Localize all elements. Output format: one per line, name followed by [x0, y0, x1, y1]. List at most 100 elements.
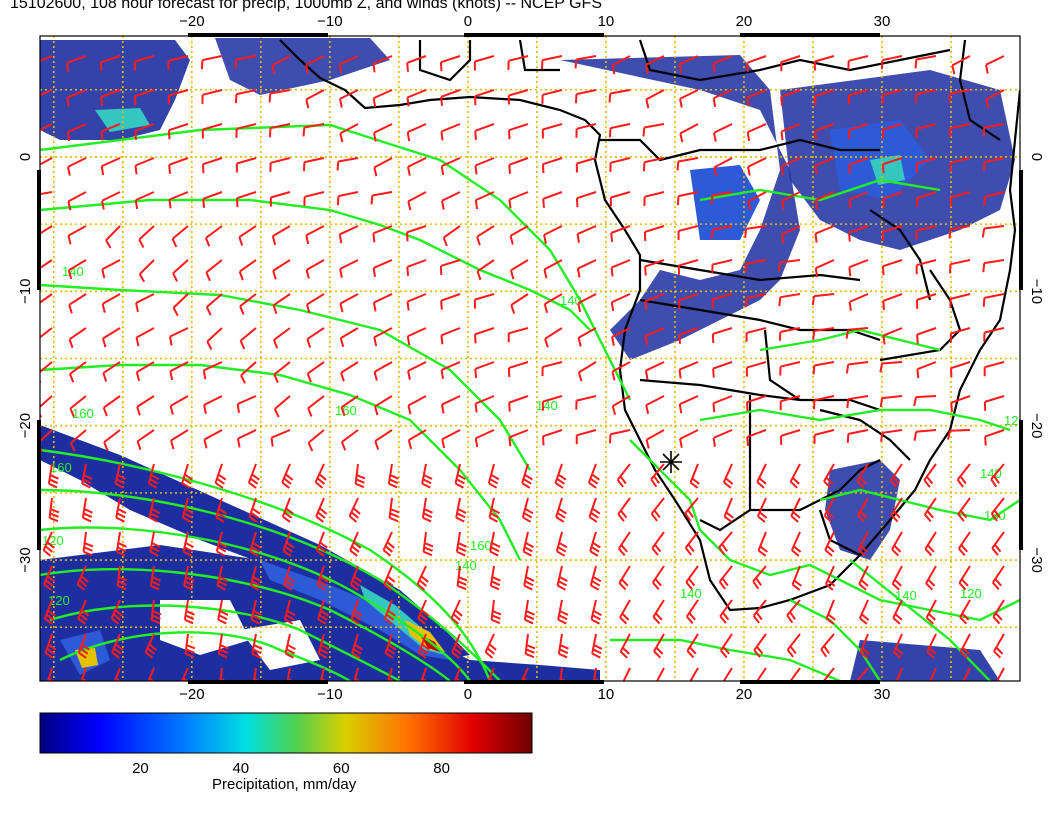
- contour-label: 160: [984, 508, 1006, 523]
- wind-barb: [216, 565, 228, 591]
- wind-barb: [644, 259, 665, 276]
- wind-barb: [474, 361, 495, 379]
- wind-barb: [678, 293, 699, 310]
- wind-barb: [40, 225, 53, 235]
- wind-barb: [172, 259, 189, 282]
- wind-barb: [134, 123, 155, 140]
- wind-barb: [271, 225, 291, 246]
- wind-barb: [684, 497, 699, 522]
- wind-barb: [574, 55, 597, 69]
- wind-barb: [47, 463, 59, 489]
- wind-barb: [488, 497, 500, 523]
- wind-barb: [645, 89, 665, 109]
- wind-barb: [982, 293, 1005, 307]
- wind-barb: [182, 531, 194, 557]
- wind-barb: [576, 259, 597, 278]
- wind-barb: [619, 599, 631, 625]
- wind-barb: [957, 497, 971, 522]
- wind-barb: [273, 395, 291, 418]
- wind-barb: [76, 565, 89, 591]
- wind-barb: [456, 565, 468, 591]
- wind-barb: [455, 531, 467, 557]
- wind-barb: [914, 55, 937, 69]
- wind-barb: [712, 429, 733, 447]
- wind-barb: [746, 395, 767, 412]
- contour-label: 160: [50, 460, 72, 475]
- wind-barb: [66, 55, 87, 72]
- wind-barb: [217, 599, 229, 625]
- colorbar-ticks: 20 40 60 80: [132, 760, 450, 777]
- wind-barb: [40, 293, 53, 304]
- wind-barb: [348, 497, 361, 523]
- wind-barb: [676, 191, 699, 206]
- wind-barb: [473, 89, 495, 106]
- wind-barb: [474, 191, 495, 210]
- wind-barb: [541, 89, 563, 104]
- wind-barb: [305, 293, 325, 314]
- wind-barb: [744, 259, 767, 273]
- wind-barb: [575, 429, 597, 445]
- wind-barb: [990, 463, 1005, 488]
- wind-barb: [406, 327, 427, 346]
- wind-barb: [650, 463, 665, 488]
- graticule: [40, 36, 1020, 681]
- wind-barb: [857, 497, 869, 523]
- contour-labels: 140 140 160 160 140 160 120 120 140 160 …: [42, 264, 1020, 608]
- wind-barb: [206, 327, 223, 350]
- wind-barb: [589, 565, 602, 591]
- wind-barb: [814, 191, 835, 210]
- wind-barb: [591, 633, 603, 659]
- contour-label: 140: [560, 293, 582, 308]
- wind-barb: [779, 395, 801, 411]
- wind-barb: [983, 327, 1005, 342]
- wind-barb: [642, 123, 665, 137]
- wind-barb: [339, 293, 359, 313]
- wind-barb: [236, 429, 257, 448]
- wind-barb: [882, 327, 903, 345]
- wind-barb: [780, 123, 801, 141]
- wind-barb: [812, 327, 835, 340]
- wind-barb: [490, 599, 502, 625]
- wind-barb: [915, 157, 937, 173]
- precipitation-field: [40, 38, 1015, 681]
- wind-barb: [711, 327, 733, 343]
- wind-barb: [985, 55, 1005, 74]
- wind-barb: [271, 55, 291, 75]
- wind-barb: [136, 429, 155, 451]
- wind-barb: [305, 89, 325, 109]
- wind-barb: [521, 497, 534, 523]
- wind-barb: [543, 293, 563, 314]
- wind-barb: [303, 191, 325, 206]
- wind-barb: [144, 633, 157, 659]
- colorbar-tick-label: 60: [333, 760, 350, 777]
- wind-barb: [240, 361, 257, 384]
- wind-barb: [420, 667, 428, 681]
- wind-barb: [251, 633, 263, 659]
- wind-barb: [608, 123, 631, 138]
- wind-barb: [543, 225, 563, 244]
- wind-barb: [846, 429, 869, 443]
- wind-barb: [609, 157, 631, 172]
- longitude-tick-label: −10: [317, 686, 342, 703]
- wind-barb: [948, 123, 971, 138]
- wind-barb: [746, 123, 767, 142]
- wind-barb: [610, 259, 631, 277]
- wind-barb: [103, 429, 121, 451]
- wind-barb: [205, 259, 223, 282]
- contour-label: 140: [536, 398, 558, 413]
- wind-barb: [642, 157, 665, 172]
- wind-barb: [746, 429, 767, 446]
- wind-barb: [168, 191, 189, 209]
- wind-barb: [270, 429, 291, 447]
- wind-barb: [406, 225, 427, 242]
- wind-barb: [353, 667, 361, 681]
- wind-barb: [786, 599, 801, 624]
- wind-barb: [557, 599, 569, 625]
- wind-barb: [282, 531, 295, 557]
- wind-barb: [753, 633, 767, 658]
- wind-barb: [845, 361, 869, 374]
- wind-barb: [370, 191, 393, 205]
- wind-barb: [685, 599, 699, 625]
- wind-barb: [982, 259, 1005, 273]
- wind-barb: [780, 157, 801, 176]
